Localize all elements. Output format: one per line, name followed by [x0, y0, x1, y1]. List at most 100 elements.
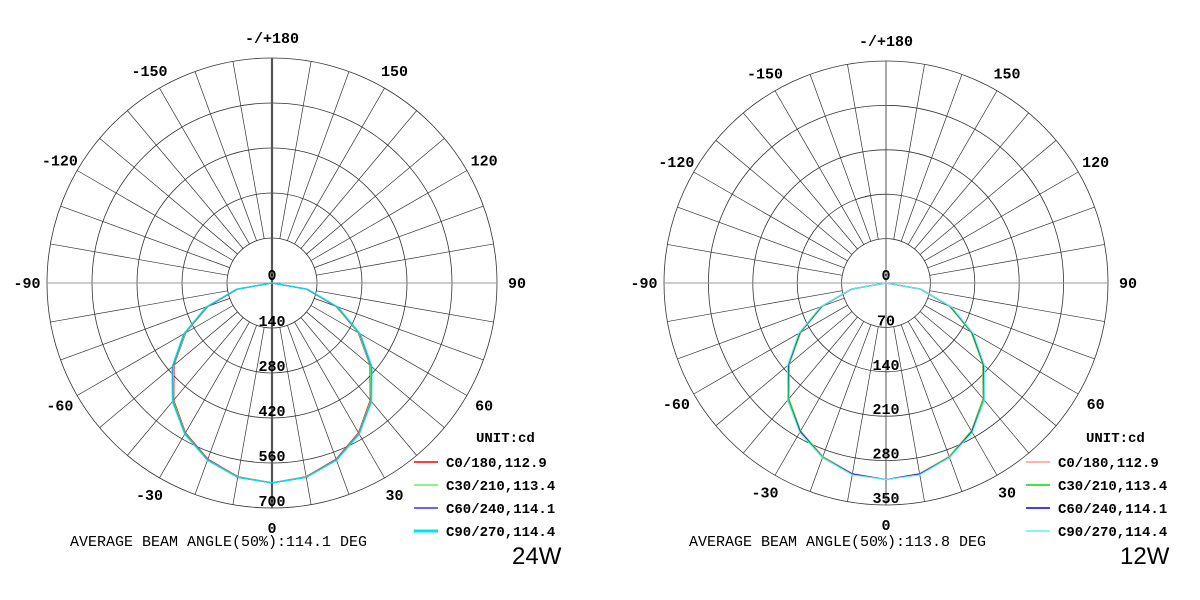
grid-spoke: [927, 297, 1095, 360]
grid-spoke: [159, 87, 250, 245]
grid-spoke: [50, 290, 228, 323]
grid-spoke: [929, 290, 1105, 322]
grid-spoke: [300, 317, 417, 456]
polar-chart-2: 0 70 140 210 280 350 -/+180 150 120 90 60 30 0 -30 -60…: [630, 34, 1169, 570]
grid-spoke: [159, 321, 250, 479]
grid-spoke: [893, 64, 925, 240]
angle-tick-label: -90: [630, 276, 657, 293]
grid-spoke: [774, 321, 865, 476]
grid-spoke: [306, 311, 445, 428]
power-label: 24W: [512, 543, 562, 570]
grid-spoke: [294, 321, 385, 479]
grid-spoke: [76, 305, 234, 396]
legend-label: C90/270,114.4: [446, 525, 555, 541]
angle-tick-label: -150: [131, 64, 167, 81]
grid-spoke: [929, 244, 1105, 276]
radial-tick-label: 140: [258, 314, 285, 331]
power-label: 12W: [1120, 543, 1170, 570]
angle-tick-label: -90: [13, 276, 40, 293]
grid-spoke: [677, 206, 845, 269]
grid-spoke: [927, 206, 1095, 269]
angle-tick-label: 30: [998, 486, 1016, 503]
grid-spoke: [847, 326, 879, 502]
grid-spoke: [50, 243, 228, 276]
grid-spoke: [774, 90, 865, 245]
grid-spoke: [316, 243, 494, 276]
grid-spoke: [60, 298, 230, 361]
angle-tick-label: -150: [747, 66, 783, 83]
grid-spoke: [693, 304, 848, 395]
angle-tick-label: 90: [508, 276, 526, 293]
grid-spoke: [667, 244, 843, 276]
grid-spoke: [809, 324, 872, 492]
grid-spoke: [715, 311, 853, 426]
grid-spoke: [847, 64, 879, 240]
radial-tick-label: 210: [872, 402, 899, 419]
radial-tick-label: 560: [258, 449, 285, 466]
grid-spoke: [693, 171, 848, 262]
polar-chart-1: 0 140 280 420 560 700 -/+180 150 120 90 60 30 0 -30 -6…: [13, 31, 561, 570]
legend-label: C30/210,113.4: [1058, 479, 1167, 495]
angle-tick-label: -/+180: [245, 31, 299, 48]
radial-tick-label: 350: [872, 491, 899, 508]
grid-spoke: [99, 311, 238, 428]
grid-spoke: [279, 61, 312, 239]
series-curve-4: [786, 282, 986, 481]
radial-tick-label: 0: [267, 268, 276, 285]
angle-tick-label: 90: [1119, 276, 1137, 293]
grid-spoke: [127, 110, 244, 249]
angle-tick-label: -60: [46, 399, 73, 416]
grid-spoke: [809, 74, 872, 242]
unit-label: UNIT:cd: [1086, 431, 1145, 447]
grid-spoke: [924, 304, 1079, 395]
grid-spoke: [76, 170, 234, 261]
grid-spoke: [232, 327, 265, 505]
legend-label: C60/240,114.1: [446, 502, 555, 518]
grid-spoke: [194, 325, 257, 495]
radial-tick-label: 280: [258, 359, 285, 376]
grid-spoke: [743, 316, 858, 454]
legend-label: C90/270,114.4: [1058, 525, 1167, 541]
angle-tick-label: 150: [993, 66, 1020, 83]
angle-tick-label: -/+180: [859, 34, 913, 51]
radial-tick-label: 0: [881, 268, 890, 285]
grid-spoke: [667, 290, 843, 322]
grid-spoke: [715, 140, 853, 255]
grid-spoke: [919, 140, 1057, 255]
angle-tick-label: 150: [381, 64, 408, 81]
legend-label: C60/240,114.1: [1058, 502, 1167, 518]
grid-spoke: [287, 325, 350, 495]
grid-spoke: [900, 74, 963, 242]
angle-tick-label: 30: [385, 488, 403, 505]
grid-spoke: [300, 110, 417, 249]
angle-tick-label: -120: [658, 155, 694, 172]
beam-angle-text: AVERAGE BEAM ANGLE(50%):113.8 DEG: [689, 534, 986, 551]
radial-tick-label: 700: [258, 494, 285, 511]
grid-spoke: [306, 138, 445, 255]
radial-tick-label: 280: [872, 447, 899, 464]
series-curve-4: [171, 282, 373, 484]
radial-tick-label: 70: [877, 313, 895, 330]
grid-spoke: [279, 327, 312, 505]
grid-spoke: [232, 61, 265, 239]
legend-label: C0/180,112.9: [1058, 456, 1159, 472]
grid-spoke: [314, 205, 484, 268]
radial-tick-label: 420: [258, 404, 285, 421]
grid-spoke: [907, 321, 998, 476]
grid-spoke: [900, 324, 963, 492]
grid-spoke: [287, 71, 350, 241]
grid-spoke: [294, 87, 385, 245]
grid-spoke: [316, 290, 494, 323]
grid-spoke: [310, 305, 468, 396]
grid-spoke: [194, 71, 257, 241]
angle-tick-label: 60: [475, 399, 493, 416]
angle-tick-label: -30: [136, 488, 163, 505]
radial-tick-label: 140: [872, 358, 899, 375]
beam-angle-text: AVERAGE BEAM ANGLE(50%):114.1 DEG: [70, 534, 367, 551]
angle-tick-label: 120: [471, 154, 498, 171]
grid-spoke: [919, 311, 1057, 426]
grid-spoke: [743, 112, 858, 250]
grid-spoke: [127, 317, 244, 456]
angle-tick-label: 60: [1087, 397, 1105, 414]
